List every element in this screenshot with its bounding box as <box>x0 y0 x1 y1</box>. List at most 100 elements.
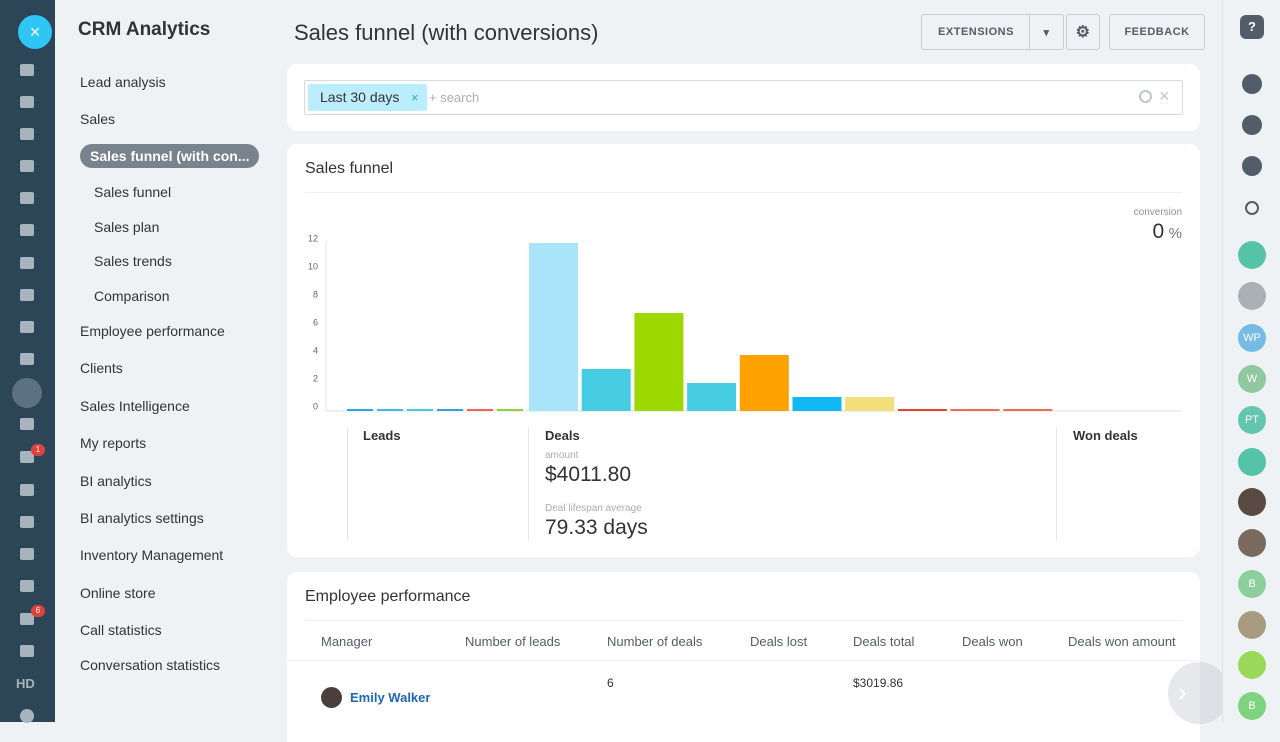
search-icon[interactable] <box>1245 201 1259 215</box>
menu-item[interactable]: Sales <box>80 111 116 127</box>
nav-icon[interactable] <box>20 353 34 365</box>
nav-icon[interactable] <box>20 709 34 723</box>
extensions-dropdown[interactable]: ▾ <box>1029 14 1064 50</box>
menu-item[interactable]: Sales Intelligence <box>80 398 190 414</box>
menu-subitem[interactable]: Sales plan <box>94 219 160 235</box>
menu-subitem[interactable]: Comparison <box>94 288 170 304</box>
nav-icon[interactable] <box>20 484 34 496</box>
scroll-right[interactable]: › <box>1168 662 1230 724</box>
nav-icon[interactable] <box>20 645 34 657</box>
help-button[interactable]: ? <box>1240 15 1264 39</box>
bar <box>897 409 947 411</box>
menu-item[interactable]: BI analytics settings <box>80 510 204 526</box>
manager-name[interactable]: Emily Walker <box>350 690 431 705</box>
user-avatar[interactable] <box>1238 488 1266 516</box>
section-label: Deals <box>545 428 580 443</box>
user-avatar[interactable]: PT <box>1238 406 1266 434</box>
tag-remove[interactable]: × <box>411 90 419 105</box>
page-title: Sales funnel (with conversions) <box>294 20 599 45</box>
menu-item[interactable]: Inventory Management <box>80 547 224 563</box>
user-avatar[interactable]: W <box>1238 365 1266 393</box>
nav-icon[interactable] <box>20 321 34 333</box>
menu-item[interactable]: Employee performance <box>80 323 225 339</box>
bar <box>1003 409 1053 411</box>
divider <box>287 660 1200 661</box>
search-icon[interactable] <box>1139 90 1152 103</box>
nav-icon[interactable] <box>20 613 34 625</box>
menu-subitem[interactable]: Sales funnel <box>94 184 172 200</box>
feedback-button[interactable]: FEEDBACK <box>1109 14 1205 50</box>
user-avatar[interactable] <box>1238 611 1266 639</box>
nav-label[interactable]: HD <box>16 676 35 691</box>
nav-icon[interactable] <box>20 160 34 172</box>
user-avatar[interactable] <box>1238 529 1266 557</box>
settings-button[interactable]: ⚙ <box>1066 14 1100 50</box>
bar <box>792 397 842 411</box>
cell: 6 <box>607 676 614 690</box>
funnel-card: Sales funnel conversion 0 % Leads Deals … <box>287 144 1200 557</box>
bar <box>407 409 433 411</box>
section-divider <box>347 428 348 540</box>
y-tick-label: 4 <box>313 345 318 355</box>
active-nav-icon[interactable] <box>12 378 42 408</box>
search-placeholder[interactable]: + search <box>429 90 480 105</box>
column-header[interactable]: Manager <box>321 634 373 649</box>
filter-card: Last 30 days × + search × <box>287 64 1200 131</box>
user-avatar[interactable] <box>1238 282 1266 310</box>
nav-icon[interactable] <box>20 96 34 108</box>
column-header[interactable]: Number of deals <box>607 634 703 649</box>
right-icon[interactable] <box>1242 115 1262 135</box>
nav-icon[interactable] <box>20 64 34 76</box>
lifespan-value: 79.33 days <box>545 516 648 539</box>
nav-icon[interactable] <box>20 548 34 560</box>
column-header[interactable]: Deals lost <box>750 634 808 649</box>
lifespan-label: Deal lifespan average <box>545 503 642 514</box>
menu-item-active[interactable]: Sales funnel (with con... <box>80 144 260 168</box>
extensions-button[interactable]: EXTENSIONS <box>921 14 1030 50</box>
conversion-value: 0 % <box>1153 220 1182 244</box>
right-bar: ? WP W PT B B <box>1222 0 1280 722</box>
y-tick-label: 8 <box>313 289 318 299</box>
column-header[interactable]: Deals total <box>853 634 915 649</box>
menu-item[interactable]: Online store <box>80 585 156 601</box>
menu-panel: CRM Analytics Lead analysis Sales Sales … <box>55 0 287 722</box>
chat-icon[interactable] <box>1238 651 1266 679</box>
right-icon[interactable] <box>1242 156 1262 176</box>
menu-item[interactable]: My reports <box>80 435 147 451</box>
nav-icon[interactable] <box>20 516 34 528</box>
nav-icon[interactable] <box>20 257 34 269</box>
menu-item[interactable]: BI analytics <box>80 473 152 489</box>
menu-subitem[interactable]: Sales trends <box>94 253 172 269</box>
menu-item[interactable]: Call statistics <box>80 622 162 638</box>
nav-icon[interactable] <box>20 128 34 140</box>
right-icon[interactable] <box>1242 74 1262 94</box>
section-divider <box>1056 428 1057 540</box>
menu-item[interactable]: Clients <box>80 360 123 376</box>
column-header[interactable]: Deals won <box>962 634 1023 649</box>
y-tick-label: 10 <box>308 261 318 271</box>
filter-tag[interactable]: Last 30 days <box>308 84 428 111</box>
section-label: Won deals <box>1073 428 1138 443</box>
user-avatar[interactable]: WP <box>1238 324 1266 352</box>
menu-item[interactable]: Conversation statistics <box>80 657 221 673</box>
chat-icon[interactable] <box>1238 241 1266 269</box>
column-header[interactable]: Deals won amount <box>1068 634 1176 649</box>
section-label: Leads <box>363 428 401 443</box>
user-avatar[interactable]: B <box>1238 692 1266 720</box>
nav-icon[interactable] <box>20 418 34 430</box>
user-avatar[interactable]: B <box>1238 570 1266 598</box>
search-box[interactable] <box>304 80 1183 115</box>
nav-icon[interactable] <box>20 289 34 301</box>
y-tick-label: 12 <box>308 233 318 243</box>
chat-icon[interactable] <box>1238 448 1266 476</box>
column-header[interactable]: Number of leads <box>465 634 561 649</box>
nav-icon[interactable] <box>20 192 34 204</box>
clear-icon[interactable]: × <box>1159 86 1170 106</box>
close-button[interactable]: × <box>18 15 52 49</box>
nav-icon[interactable] <box>20 451 34 463</box>
menu-item[interactable]: Lead analysis <box>80 74 166 90</box>
nav-icon[interactable] <box>20 224 34 236</box>
bar <box>377 409 403 411</box>
nav-icon[interactable] <box>20 580 34 592</box>
